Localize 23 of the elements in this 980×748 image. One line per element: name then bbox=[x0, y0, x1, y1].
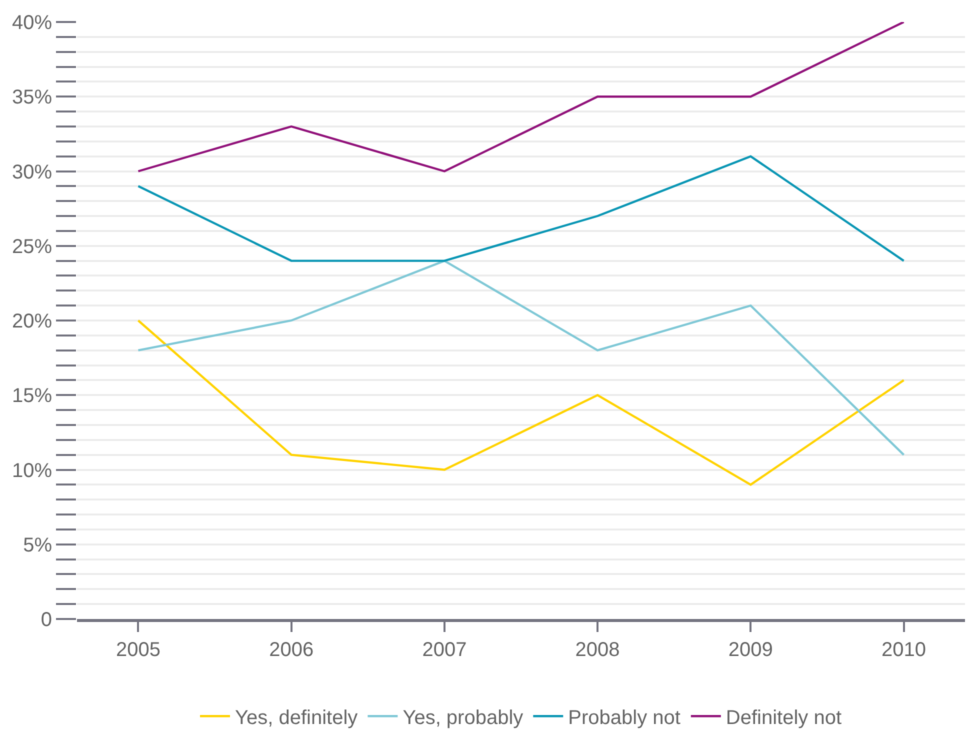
y-tick-label: 25% bbox=[12, 236, 52, 258]
x-tick-label: 2009 bbox=[728, 639, 773, 661]
legend-label: Definitely not bbox=[726, 706, 842, 729]
x-tick-label: 2007 bbox=[422, 639, 467, 661]
line-series bbox=[137, 22, 905, 172]
x-tick-label: 2006 bbox=[269, 639, 314, 661]
line-series bbox=[137, 319, 905, 486]
x-tick-label: 2005 bbox=[116, 639, 160, 661]
legend-label: Probably not bbox=[568, 706, 681, 729]
x-tick-label: 2010 bbox=[882, 639, 926, 661]
x-tick-label: 2008 bbox=[575, 639, 620, 661]
legend-label: Yes, probably bbox=[402, 706, 524, 729]
y-tick-label: 15% bbox=[12, 385, 52, 408]
y-tick-label: 30% bbox=[12, 161, 52, 184]
line-series bbox=[137, 155, 905, 262]
y-tick-label: 20% bbox=[12, 310, 52, 332]
y-tick-label: 10% bbox=[12, 460, 52, 482]
y-tick-label: 40% bbox=[12, 12, 52, 34]
line-series bbox=[137, 260, 905, 456]
legend-label: Yes, definitely bbox=[235, 706, 358, 729]
y-tick-label: 35% bbox=[12, 86, 52, 109]
y-tick-label: 5% bbox=[23, 534, 52, 556]
y-tick-label: 0 bbox=[40, 609, 52, 631]
